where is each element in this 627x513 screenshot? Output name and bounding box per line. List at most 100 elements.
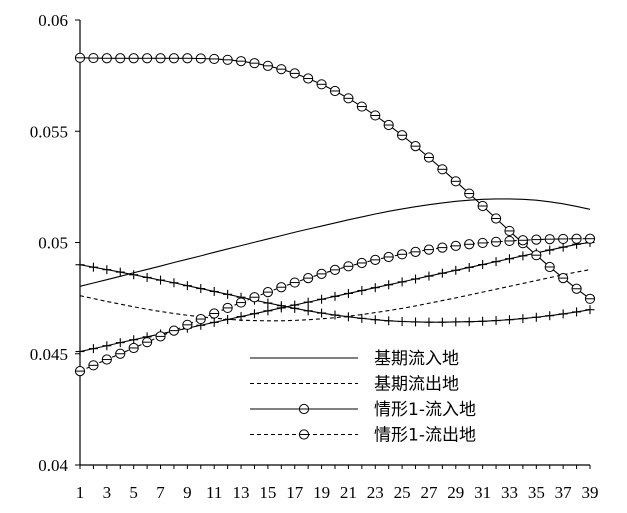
plus-marker xyxy=(491,257,501,267)
circle-marker xyxy=(142,337,153,348)
plus-marker xyxy=(75,347,85,357)
plus-marker xyxy=(357,313,367,323)
circle-marker xyxy=(383,119,394,131)
legend-label: 情形1-流出地 xyxy=(374,426,476,446)
plus-marker xyxy=(182,281,192,291)
plus-marker xyxy=(317,308,327,318)
plus-marker xyxy=(249,309,259,319)
plus-marker xyxy=(102,265,112,275)
circle-marker xyxy=(571,283,582,294)
plus-marker xyxy=(75,260,85,270)
circle-marker xyxy=(289,68,300,79)
plus-marker xyxy=(236,312,246,322)
circle-marker xyxy=(222,302,233,314)
circle-marker xyxy=(88,52,99,64)
circle-marker xyxy=(74,366,86,377)
plus-marker xyxy=(451,317,461,327)
circle-marker xyxy=(410,141,421,152)
plus-marker xyxy=(518,251,528,261)
plus-marker xyxy=(585,305,595,315)
circle-marker xyxy=(195,313,206,325)
plus-marker xyxy=(303,306,313,316)
x-tick-label: 15 xyxy=(259,483,276,502)
y-tick-label: 0.05 xyxy=(38,234,68,253)
circle-marker xyxy=(477,200,488,212)
circle-marker xyxy=(423,152,435,163)
circle-marker xyxy=(464,239,475,250)
y-tick-label: 0.04 xyxy=(38,456,68,475)
x-tick-label: 19 xyxy=(313,483,330,502)
plus-marker xyxy=(545,245,555,255)
plus-marker xyxy=(397,277,407,287)
plus-marker xyxy=(504,254,514,264)
plus-marker xyxy=(263,306,273,316)
circle-marker xyxy=(356,101,367,112)
x-tick-label: 35 xyxy=(528,483,545,502)
circle-marker xyxy=(222,54,233,65)
plus-marker xyxy=(397,316,407,326)
series-line xyxy=(79,269,591,322)
circle-marker xyxy=(531,234,542,245)
circle-marker xyxy=(437,164,448,175)
plus-marker xyxy=(370,315,380,325)
x-tick-label: 29 xyxy=(447,483,464,502)
circle-marker xyxy=(397,130,408,141)
circle-marker xyxy=(115,348,126,359)
plus-marker xyxy=(317,294,327,304)
circle-marker xyxy=(142,53,153,64)
circle-marker xyxy=(168,325,180,336)
x-tick-label: 33 xyxy=(501,483,518,502)
legend-marker xyxy=(298,429,310,440)
circle-marker xyxy=(235,56,247,67)
plus-marker xyxy=(263,298,273,308)
plus-marker xyxy=(102,341,112,351)
circle-marker xyxy=(343,261,354,272)
plus-marker xyxy=(411,317,421,327)
plus-marker xyxy=(464,262,474,272)
plus-marker xyxy=(115,267,125,277)
circle-marker xyxy=(504,235,515,247)
circle-marker xyxy=(544,261,555,273)
legend-label: 基期流入地 xyxy=(374,349,459,369)
circle-marker xyxy=(544,234,555,245)
x-tick-label: 21 xyxy=(340,483,357,502)
circle-marker xyxy=(584,233,596,244)
series-5 xyxy=(74,52,596,304)
circle-marker xyxy=(303,273,314,284)
circle-marker xyxy=(423,244,435,255)
plus-marker xyxy=(531,312,541,322)
circle-marker xyxy=(249,58,260,69)
x-tick-label: 11 xyxy=(206,483,222,502)
circle-marker xyxy=(571,233,582,244)
circle-marker xyxy=(329,85,341,97)
circle-marker xyxy=(168,53,180,64)
circle-marker xyxy=(209,308,220,319)
plus-marker xyxy=(545,311,555,321)
y-tick-label: 0.045 xyxy=(30,345,68,364)
plus-marker xyxy=(223,289,233,299)
circle-marker xyxy=(155,53,166,64)
plus-marker xyxy=(129,335,139,345)
plus-marker xyxy=(424,271,434,281)
circle-marker xyxy=(370,110,381,121)
circle-marker xyxy=(329,264,341,275)
plus-marker xyxy=(558,242,568,252)
plus-marker xyxy=(276,301,286,311)
legend-item: 基期流出地 xyxy=(250,375,459,395)
plus-marker xyxy=(88,262,98,272)
circle-marker xyxy=(490,236,502,247)
circle-marker xyxy=(128,342,139,354)
circle-marker xyxy=(558,233,569,245)
circle-marker xyxy=(316,79,327,90)
x-tick-label: 13 xyxy=(233,483,250,502)
circle-marker xyxy=(101,354,112,365)
plus-marker xyxy=(142,272,152,282)
circle-marker xyxy=(128,53,139,64)
legend-item: 情形1-流入地 xyxy=(250,400,476,420)
circle-marker xyxy=(477,237,488,249)
x-tick-label: 23 xyxy=(367,483,384,502)
plus-marker xyxy=(357,286,367,296)
circle-marker xyxy=(356,257,367,269)
series-layer xyxy=(74,52,596,377)
